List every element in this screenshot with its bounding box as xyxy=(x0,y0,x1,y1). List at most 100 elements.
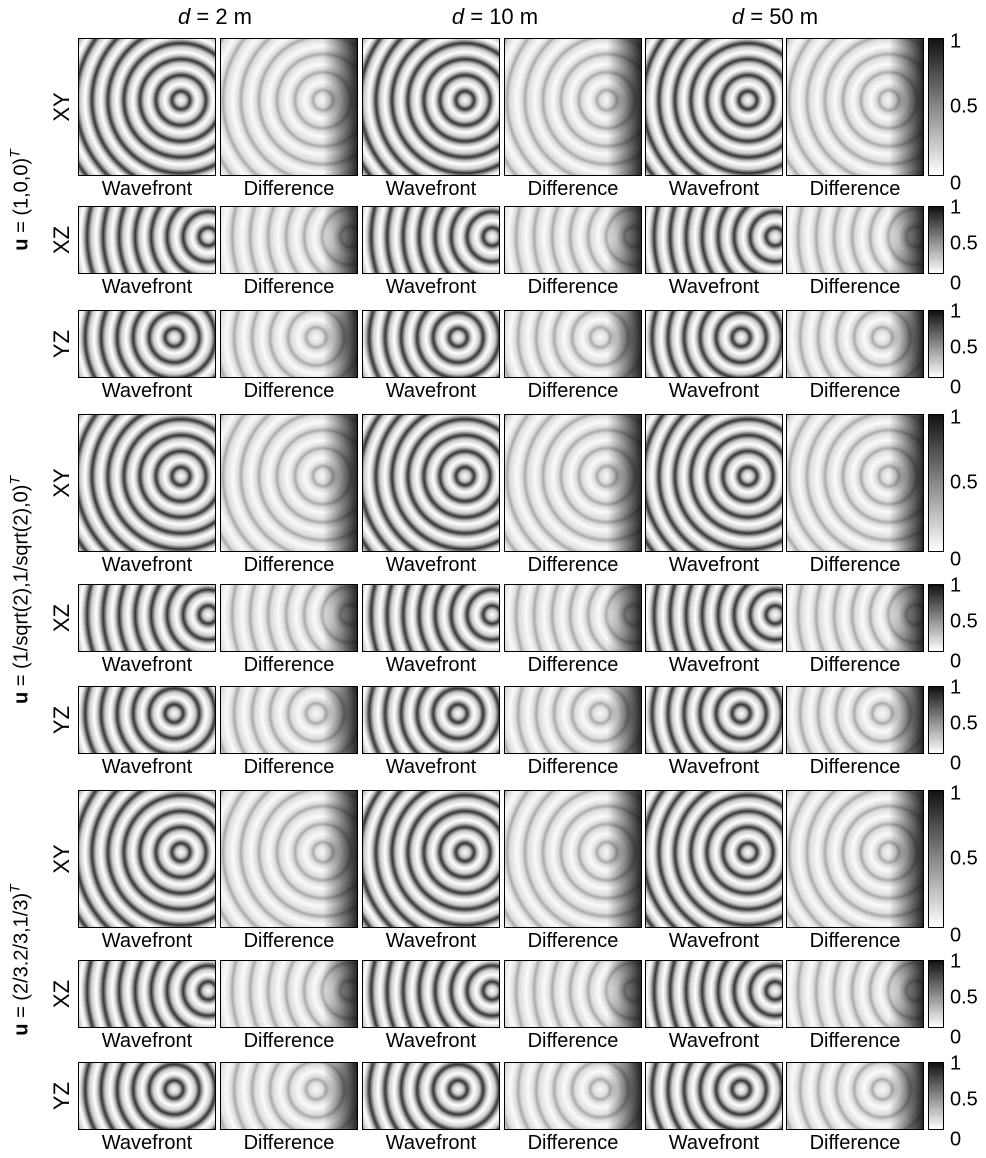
image-panel xyxy=(786,206,924,274)
panel-caption: Wavefront xyxy=(362,380,500,403)
colorbar-tick-label: 0 xyxy=(950,925,961,948)
panel-caption: Difference xyxy=(786,178,924,201)
image-panel xyxy=(645,414,783,552)
panel-caption: Difference xyxy=(786,930,924,953)
panel-caption: Wavefront xyxy=(645,654,783,677)
panel-caption: Difference xyxy=(220,654,358,677)
panel-caption: Difference xyxy=(220,178,358,201)
colorbar-tick-label: 0 xyxy=(950,549,961,572)
colorbar-tick-label: 0 xyxy=(950,651,961,674)
dashed-box xyxy=(79,311,147,348)
dashed-box xyxy=(221,585,289,622)
row-label: YZ xyxy=(49,1082,75,1110)
row-label: XZ xyxy=(49,980,75,1008)
dashed-box xyxy=(363,1063,431,1100)
dashed-box xyxy=(79,687,147,724)
image-panel xyxy=(504,584,642,652)
dashed-box xyxy=(646,311,714,348)
dashed-box xyxy=(363,207,431,244)
panel-caption: Difference xyxy=(220,756,358,779)
colorbar-tick-label: 1 xyxy=(950,783,961,806)
image-panel xyxy=(504,790,642,928)
image-panel xyxy=(786,38,924,176)
dashed-box xyxy=(221,1063,289,1100)
dashed-box xyxy=(646,961,714,998)
dashed-box xyxy=(221,415,289,487)
panel-caption: Difference xyxy=(504,380,642,403)
dashed-box xyxy=(79,415,147,487)
label-bold: u xyxy=(10,238,32,250)
dashed-box xyxy=(221,311,289,348)
group-label: u = (2/3.2/3,1/3)T xyxy=(7,884,34,1035)
colorbar-tick-label: 1 xyxy=(950,1053,961,1076)
panel-caption: Wavefront xyxy=(645,178,783,201)
panel-caption: Difference xyxy=(504,554,642,577)
header-text: = 10 m xyxy=(464,4,538,29)
dashed-box xyxy=(79,961,147,998)
colorbar-tick-label: 1 xyxy=(950,31,961,54)
colorbar-tick-label: 1 xyxy=(950,407,961,430)
dashed-box xyxy=(787,687,855,724)
dashed-box xyxy=(787,585,855,622)
image-panel xyxy=(362,38,500,176)
dashed-box xyxy=(787,207,855,244)
panel-caption: Wavefront xyxy=(362,1132,500,1155)
label-text: = (2/3.2/3,1/3) xyxy=(10,893,32,1024)
panel-caption: Difference xyxy=(786,276,924,299)
image-panel xyxy=(786,790,924,928)
colorbar-tick-label: 0.5 xyxy=(950,96,978,119)
image-panel xyxy=(78,310,216,378)
dashed-box xyxy=(363,585,431,622)
panel-caption: Difference xyxy=(786,554,924,577)
image-panel xyxy=(362,686,500,754)
panel-caption: Difference xyxy=(220,930,358,953)
panel-caption: Wavefront xyxy=(78,930,216,953)
dashed-box xyxy=(505,311,573,348)
dashed-box xyxy=(221,961,289,998)
colorbar-tick-label: 1 xyxy=(950,677,961,700)
image-panel xyxy=(786,1062,924,1130)
panel-caption: Difference xyxy=(220,1132,358,1155)
dashed-box xyxy=(646,39,714,111)
image-panel xyxy=(504,206,642,274)
panel-caption: Difference xyxy=(504,756,642,779)
column-header: d = 10 m xyxy=(415,4,575,30)
row-label: YZ xyxy=(49,330,75,358)
image-panel xyxy=(362,310,500,378)
image-panel xyxy=(786,686,924,754)
image-panel xyxy=(645,206,783,274)
panel-caption: Wavefront xyxy=(645,554,783,577)
panel-caption: Wavefront xyxy=(645,930,783,953)
column-header: d = 2 m xyxy=(135,4,295,30)
colorbar-tick-label: 0.5 xyxy=(950,233,978,256)
colorbar xyxy=(928,414,944,552)
panel-caption: Wavefront xyxy=(645,380,783,403)
colorbar-tick-label: 0 xyxy=(950,1027,961,1050)
colorbar-tick-label: 0 xyxy=(950,173,961,196)
colorbar xyxy=(928,38,944,176)
colorbar xyxy=(928,960,944,1028)
panel-caption: Difference xyxy=(786,1030,924,1053)
colorbar-tick-label: 0.5 xyxy=(950,987,978,1010)
label-superscript: T xyxy=(7,149,23,158)
image-panel xyxy=(362,206,500,274)
colorbar-tick-label: 0.5 xyxy=(950,713,978,736)
panel-caption: Wavefront xyxy=(78,178,216,201)
panel-caption: Difference xyxy=(504,178,642,201)
dashed-box xyxy=(505,961,573,998)
image-panel xyxy=(786,584,924,652)
panel-caption: Wavefront xyxy=(645,756,783,779)
panel-caption: Wavefront xyxy=(362,554,500,577)
image-panel xyxy=(78,960,216,1028)
image-panel xyxy=(786,310,924,378)
panel-caption: Difference xyxy=(504,1030,642,1053)
image-panel xyxy=(645,790,783,928)
label-text: = (1/sqrt(2),1/sqrt(2),0) xyxy=(10,485,32,692)
colorbar-tick-label: 0.5 xyxy=(950,472,978,495)
column-header: d = 50 m xyxy=(695,4,855,30)
row-label: XZ xyxy=(49,604,75,632)
dashed-box xyxy=(221,791,289,863)
colorbar xyxy=(928,206,944,274)
panel-caption: Difference xyxy=(220,1030,358,1053)
dashed-box xyxy=(79,585,147,622)
